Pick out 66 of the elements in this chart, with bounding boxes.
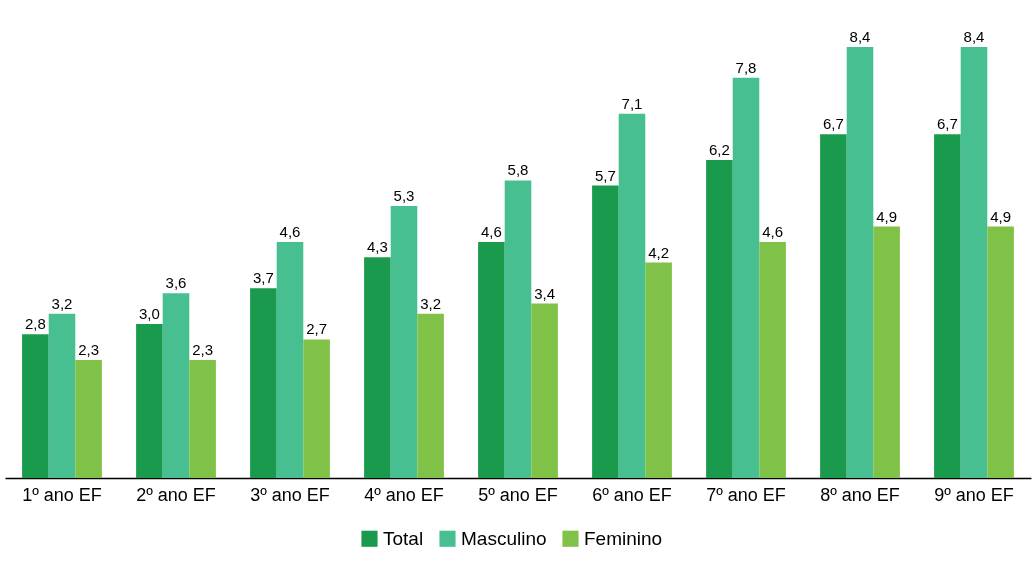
bar: [706, 159, 733, 478]
x-tick-label: 1º ano EF: [22, 484, 102, 505]
data-label: 8,4: [849, 28, 871, 45]
data-label: 8,4: [963, 28, 985, 45]
bar: [759, 241, 786, 478]
data-label: 4,9: [876, 207, 898, 225]
data-label: 6,7: [936, 115, 958, 133]
data-label: 5,3: [393, 187, 415, 205]
data-label: 3,2: [420, 294, 442, 312]
data-label: 2,8: [24, 315, 46, 333]
x-tick-label: 9º ano EF: [934, 484, 1014, 505]
x-tick-label: 7º ano EF: [706, 484, 786, 505]
legend-label: Masculino: [461, 527, 547, 549]
data-label: 6,2: [708, 140, 730, 158]
bar: [846, 47, 874, 478]
data-label: 6,7: [822, 115, 844, 133]
data-label: 4,2: [648, 243, 670, 261]
x-tick-label: 3º ano EF: [250, 484, 330, 505]
bar: [873, 226, 900, 478]
bar: [162, 293, 190, 478]
data-label: 4,3: [366, 238, 388, 256]
data-label: 5,7: [594, 166, 616, 184]
bar: [645, 262, 672, 478]
data-label: 7,1: [621, 94, 643, 112]
bar: [303, 339, 330, 478]
bar: [732, 77, 760, 478]
bar: [48, 313, 76, 478]
data-label: 4,6: [480, 222, 502, 240]
data-label: 3,7: [252, 269, 274, 287]
data-label: 3,6: [165, 274, 187, 292]
bar: [189, 359, 216, 478]
data-label: 4,6: [762, 222, 784, 240]
bar: [364, 257, 391, 478]
bar: [618, 113, 646, 478]
data-label: 2,3: [78, 340, 100, 358]
bar: [504, 180, 532, 478]
data-label: 3,0: [138, 305, 160, 323]
bar: [22, 334, 49, 478]
bar: [592, 185, 619, 478]
bar: [250, 288, 277, 478]
data-label: 2,3: [192, 340, 214, 358]
bar: [136, 324, 163, 478]
bar: [390, 206, 418, 478]
bar: [531, 303, 558, 478]
bar: [75, 359, 102, 478]
data-label: 3,2: [51, 294, 73, 312]
data-label: 4,6: [279, 222, 301, 240]
data-label: 4,9: [990, 207, 1012, 225]
bar: [934, 134, 961, 478]
x-tick-label: 2º ano EF: [136, 484, 216, 505]
bar: [478, 241, 505, 478]
x-tick-label: 8º ano EF: [820, 484, 900, 505]
data-label: 7,8: [735, 58, 757, 76]
bar: [987, 226, 1014, 478]
data-label: 2,7: [306, 320, 328, 338]
data-label: 5,8: [507, 161, 529, 179]
bar: [960, 47, 988, 478]
bar: [276, 241, 304, 478]
legend-label: Total: [383, 527, 424, 549]
x-tick-label: 4º ano EF: [364, 484, 444, 505]
legend-label: Feminino: [584, 527, 663, 549]
data-label: 3,4: [534, 284, 556, 302]
bar: [820, 134, 847, 478]
x-tick-label: 5º ano EF: [478, 484, 558, 505]
x-tick-label: 6º ano EF: [592, 484, 672, 505]
bar: [417, 313, 444, 478]
